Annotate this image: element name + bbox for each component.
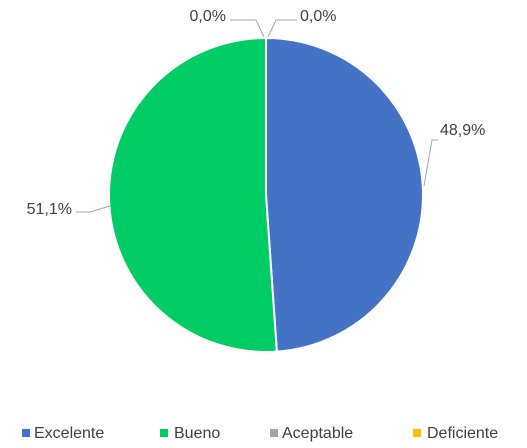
legend-label: Bueno <box>174 425 220 442</box>
leader-line <box>267 19 297 38</box>
legend-label: Deficiente <box>427 425 498 442</box>
legend-swatch <box>22 429 30 437</box>
legend-label: Excelente <box>34 425 104 442</box>
legend-swatch <box>413 429 421 437</box>
data-label: 48,9% <box>440 122 485 139</box>
pie-slice <box>107 36 278 353</box>
data-label: 0,0% <box>300 8 336 25</box>
data-label: 51,1% <box>27 201 72 218</box>
legend-swatch <box>270 429 278 437</box>
legend-swatch <box>160 429 168 437</box>
leader-line <box>76 205 111 213</box>
leader-line <box>423 139 438 187</box>
pie-slice <box>265 36 424 353</box>
data-label: 0,0% <box>190 8 226 25</box>
legend-label: Aceptable <box>282 425 353 442</box>
leader-line <box>230 19 265 38</box>
